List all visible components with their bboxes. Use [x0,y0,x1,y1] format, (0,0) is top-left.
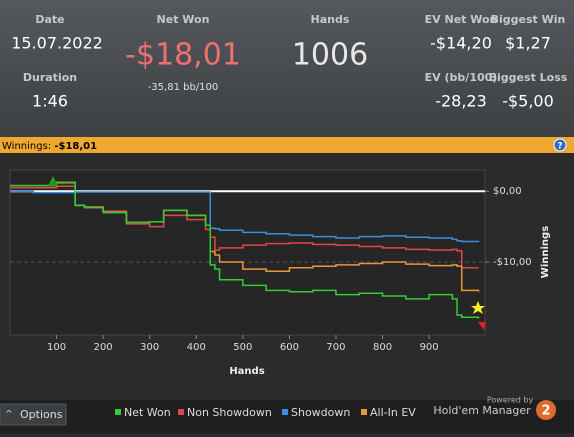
x-axis-label: Hands [229,366,264,377]
x-tick-label: 600 [280,342,299,353]
y-axis-label: Winnings [540,226,551,278]
y-tick-label: -$10,00 [493,257,532,268]
duration-value: 1:46 [32,92,68,111]
legend-swatch [178,409,184,415]
x-tick-label: 200 [94,342,113,353]
logo [536,400,556,420]
options-label[interactable]: Options [20,408,63,421]
options-caret[interactable]: ^ [5,410,13,420]
legend-label: Net Won [124,406,171,419]
series-line [10,190,480,243]
peak-marker [48,176,58,186]
biggest-loss-label: Biggest Loss [489,71,568,84]
x-tick-label: 100 [47,342,66,353]
net-won-value: -$18,01 [125,38,241,73]
plot [10,181,489,339]
ev-net-won-value: -$14,20 [430,34,492,53]
series-line [10,181,480,319]
x-tick-label: 700 [326,342,345,353]
brand: Hold'em Manager [433,404,531,417]
biggest-win-value: $1,27 [505,34,551,53]
legend-label: Non Showdown [187,406,272,419]
y-tick-label: $0,00 [493,186,522,197]
hands-label: Hands [311,13,350,26]
winnings-value: -$18,01 [54,141,97,152]
low-marker [478,322,486,330]
x-tick-label: 300 [140,342,159,353]
ev-bb-value: -28,23 [435,92,487,111]
header-panel [0,0,574,137]
x-tick-label: 800 [373,342,392,353]
net-won-bb: -35,81 bb/100 [148,82,219,93]
legend-label: All-In EV [370,406,416,419]
x-tick-label: 900 [420,342,439,353]
plot-area [9,169,486,336]
net-won-label: Net Won [157,13,210,26]
winnings-bar-text: Winnings: -$18,01 [2,141,97,152]
date-value: 15.07.2022 [11,34,103,53]
date-label: Date [35,13,64,26]
legend-label: Showdown [291,406,350,419]
logo-text: 2 [541,404,550,419]
duration-label: Duration [23,71,77,84]
help-icon-glyph[interactable]: ? [557,142,562,152]
ev-bb-label: EV (bb/100) [425,71,498,84]
winnings-label: Winnings: [2,141,51,152]
legend: Net Won Non Showdown Showdown All-In EV [115,406,416,419]
footer-bar [0,400,574,433]
powered-by: Powered by [487,396,534,405]
ev-net-won-label: EV Net Won [425,13,498,26]
x-tick-label: 500 [233,342,252,353]
legend-swatch [361,409,367,415]
biggest-win-label: Biggest Win [491,13,566,26]
x-tick-label: 400 [187,342,206,353]
biggest-loss-value: -$5,00 [502,92,554,111]
legend-swatch [282,409,288,415]
help-icon[interactable] [553,138,567,152]
winnings-bar [0,137,574,153]
star-marker [471,301,485,314]
legend-swatch [115,409,121,415]
hands-value: 1006 [292,38,368,73]
options-button[interactable] [0,403,67,426]
